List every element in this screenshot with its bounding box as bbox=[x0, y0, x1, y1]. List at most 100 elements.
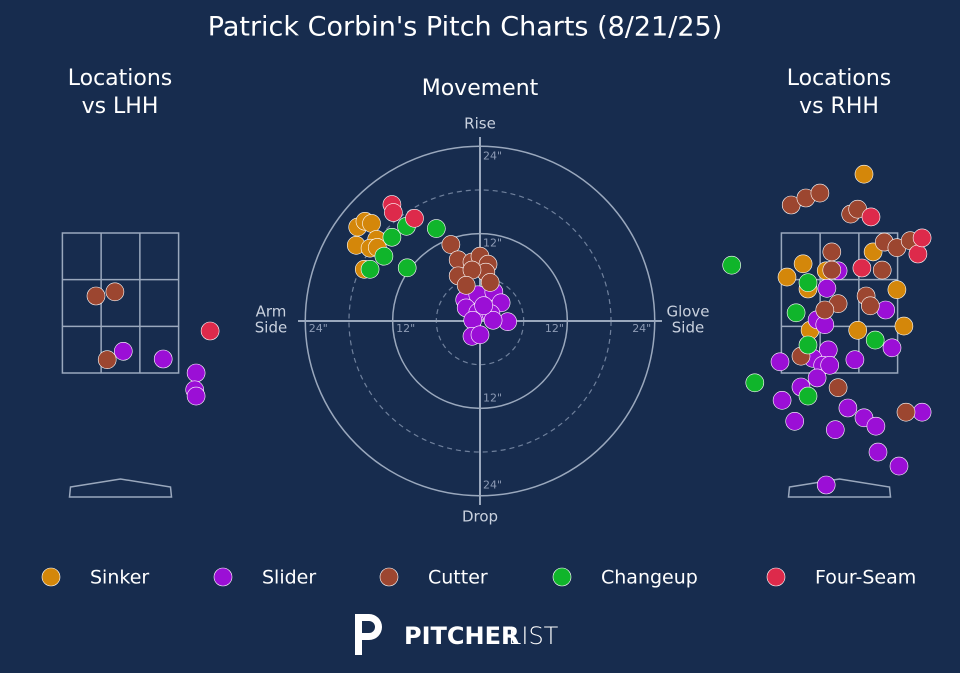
pitch-point bbox=[887, 280, 907, 300]
pitch-point bbox=[86, 286, 106, 306]
legend-label: Cutter bbox=[428, 567, 488, 589]
pitch-point bbox=[866, 416, 886, 436]
pitch-point bbox=[384, 203, 403, 222]
page-title: Patrick Corbin's Pitch Charts (8/21/25) bbox=[208, 12, 722, 43]
pitch-point bbox=[865, 330, 885, 350]
pitch-point bbox=[186, 386, 206, 406]
pitch-point bbox=[97, 350, 117, 370]
pitch-point bbox=[807, 368, 827, 388]
pitch-point bbox=[105, 282, 125, 302]
pitch-point bbox=[798, 273, 818, 293]
pitch-point bbox=[882, 338, 902, 358]
pitch-point bbox=[861, 207, 881, 227]
legend-label: Changeup bbox=[601, 567, 698, 589]
legend-label: Slider bbox=[262, 567, 316, 589]
x-tick-label: 12" bbox=[396, 322, 415, 335]
pitch-point bbox=[894, 316, 914, 336]
pitch-point bbox=[854, 164, 874, 184]
pitch-point bbox=[825, 420, 845, 440]
axis-label-bottom: Drop bbox=[462, 508, 498, 526]
pitch-point bbox=[828, 378, 848, 398]
zone-box bbox=[61, 232, 180, 374]
pitch-point bbox=[360, 260, 380, 279]
y-tick-label: 12" bbox=[483, 391, 502, 404]
x-tick-label: 12" bbox=[545, 322, 564, 335]
pitch-point bbox=[838, 398, 858, 418]
pitch-point bbox=[852, 258, 872, 278]
pitch-point bbox=[912, 402, 932, 422]
pitch-point bbox=[810, 183, 830, 203]
panel-title: vs LHH bbox=[82, 94, 159, 119]
pitch-point bbox=[908, 244, 928, 264]
pitch-point bbox=[480, 273, 500, 292]
pitch-point bbox=[772, 390, 792, 410]
pitch-point bbox=[798, 386, 818, 406]
pitch-point bbox=[483, 310, 503, 330]
zone-box bbox=[780, 232, 899, 374]
pitch-point bbox=[872, 260, 892, 280]
axis-label-right: Side bbox=[672, 319, 704, 337]
pitch-point bbox=[876, 300, 896, 320]
legend-marker bbox=[379, 567, 399, 587]
pitch-point bbox=[868, 442, 888, 462]
x-tick-label: 24" bbox=[632, 322, 651, 335]
x-tick-label: 24" bbox=[309, 322, 328, 335]
pitch-point bbox=[186, 363, 206, 383]
pitch-point bbox=[785, 411, 805, 431]
legend-marker bbox=[41, 567, 61, 587]
pitch-point bbox=[817, 278, 837, 298]
logo: PITCHER LIST bbox=[355, 614, 559, 655]
legend-marker bbox=[552, 567, 572, 587]
pitch-point bbox=[848, 320, 868, 340]
y-tick-label: 12" bbox=[483, 237, 502, 250]
pitch-point bbox=[815, 300, 835, 320]
y-tick-label: 24" bbox=[483, 149, 502, 162]
panel-title: Locations bbox=[68, 66, 173, 91]
axis-label-left: Arm bbox=[256, 303, 287, 321]
pitch-point bbox=[456, 276, 476, 295]
pitch-point bbox=[200, 321, 220, 341]
pitch-point bbox=[798, 335, 818, 355]
axis-label-left: Side bbox=[255, 319, 287, 337]
pitch-point bbox=[770, 352, 790, 372]
logo-icon bbox=[355, 614, 382, 655]
pitch-point bbox=[822, 242, 842, 262]
panel-title: Movement bbox=[422, 76, 539, 101]
pitch-point bbox=[427, 219, 446, 238]
pitch-point bbox=[474, 296, 493, 316]
pitch-point bbox=[860, 296, 880, 316]
pitch-point bbox=[374, 246, 394, 266]
axis-label-right: Glove bbox=[666, 303, 709, 321]
pitch-point bbox=[822, 260, 842, 280]
pitch-point bbox=[816, 475, 836, 495]
pitch-point bbox=[722, 255, 742, 275]
pitch-point bbox=[382, 227, 402, 247]
panel-title: vs RHH bbox=[799, 94, 879, 119]
pitch-point bbox=[405, 209, 424, 228]
y-tick-label: 24" bbox=[483, 479, 502, 492]
pitch-point bbox=[845, 350, 865, 370]
legend-marker bbox=[213, 567, 233, 587]
panel-title: Locations bbox=[787, 66, 892, 91]
pitch-point bbox=[470, 325, 490, 345]
logo-bold: PITCHER bbox=[404, 622, 519, 650]
legend-marker bbox=[766, 567, 786, 587]
pitch-point bbox=[441, 235, 461, 254]
pitch-point bbox=[896, 402, 916, 422]
pitch-point bbox=[153, 349, 173, 369]
home-plate bbox=[68, 478, 173, 498]
pitch-point bbox=[777, 267, 797, 287]
pitch-point bbox=[114, 341, 133, 361]
axis-label-top: Rise bbox=[464, 115, 496, 133]
logo-light: LIST bbox=[508, 622, 559, 650]
pitch-point bbox=[745, 373, 765, 393]
strike-zone bbox=[61, 232, 180, 374]
pitch-point bbox=[786, 303, 806, 323]
legend-label: Sinker bbox=[90, 567, 149, 589]
pitch-point bbox=[397, 258, 417, 278]
pitch-point bbox=[912, 228, 932, 248]
pitch-point bbox=[362, 214, 381, 233]
pitch-point bbox=[889, 456, 909, 476]
legend-label: Four-Seam bbox=[815, 567, 916, 589]
